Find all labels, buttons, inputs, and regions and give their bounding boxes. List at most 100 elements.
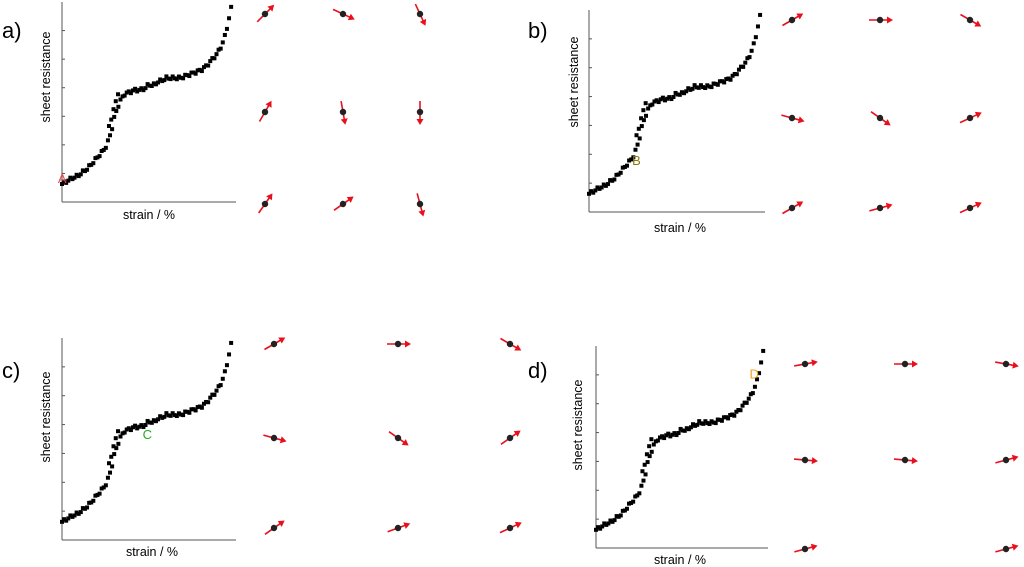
data-point	[133, 423, 138, 428]
data-point	[751, 41, 756, 46]
data-point	[124, 427, 129, 432]
data-point	[214, 388, 219, 393]
data-point	[736, 407, 741, 412]
spin-vector	[893, 456, 918, 465]
data-point	[639, 124, 644, 129]
data-point	[113, 436, 118, 441]
data-point	[66, 516, 71, 521]
spin-site-dot	[270, 434, 278, 442]
data-point	[616, 172, 621, 177]
spin-vector	[258, 193, 273, 214]
spin-vector	[869, 202, 893, 212]
data-point	[711, 81, 716, 86]
data-point	[633, 494, 638, 499]
spin-site-dot	[506, 434, 514, 442]
data-point	[736, 67, 741, 72]
data-point	[753, 35, 758, 40]
data-point	[91, 161, 96, 166]
data-point	[111, 107, 116, 112]
data-point	[85, 167, 90, 172]
data-point	[197, 67, 202, 72]
data-point	[616, 514, 621, 519]
spin-vector	[387, 522, 411, 533]
data-point	[166, 413, 171, 418]
data-point	[641, 118, 646, 123]
data-point	[197, 404, 202, 409]
spin-vector	[388, 431, 409, 446]
data-point	[608, 518, 613, 523]
data-point	[156, 80, 161, 85]
data-point	[653, 439, 658, 444]
data-point	[114, 446, 119, 451]
data-point	[594, 527, 598, 532]
spin-site-dot	[416, 10, 424, 18]
data-point	[728, 77, 733, 82]
data-point	[709, 419, 714, 424]
data-point	[693, 423, 698, 428]
spin-vector	[264, 337, 286, 351]
data-point	[191, 407, 196, 412]
data-point	[699, 421, 704, 426]
data-point	[660, 95, 665, 100]
spin-vector	[869, 16, 893, 24]
panel-label-a: a)	[2, 18, 22, 43]
spin-site-dot	[966, 204, 974, 212]
data-point	[89, 162, 94, 167]
spin-arrow-head	[418, 209, 426, 217]
spin-site-dot	[261, 200, 269, 208]
spin-arrow-head	[347, 13, 355, 21]
data-point	[654, 98, 659, 103]
spin-site-dot	[788, 16, 796, 24]
data-point	[156, 417, 161, 422]
spin-arrow-head	[265, 100, 272, 108]
data-point	[108, 133, 113, 138]
data-point	[625, 163, 630, 168]
data-point	[110, 464, 115, 469]
data-point	[742, 400, 747, 405]
data-point	[70, 514, 75, 519]
data-point	[220, 40, 225, 45]
y-axis-label: sheet resistance	[39, 31, 53, 122]
data-point	[746, 396, 751, 401]
data-point	[122, 430, 127, 435]
spin-arrow-head	[974, 111, 982, 119]
data-point	[174, 414, 179, 419]
data-point	[195, 405, 200, 410]
spin-arrow-head	[267, 4, 275, 12]
data-point	[176, 74, 181, 79]
data-point	[229, 4, 234, 9]
spin-site-dot	[1002, 545, 1010, 553]
data-point	[622, 164, 627, 169]
data-point	[218, 46, 223, 51]
data-point	[141, 425, 146, 430]
data-point	[162, 78, 167, 83]
data-point	[116, 429, 121, 434]
data-point	[187, 410, 192, 415]
spin-vector	[416, 101, 424, 125]
data-point	[602, 521, 607, 526]
data-point	[166, 76, 171, 81]
spin-arrow-head	[797, 116, 805, 124]
data-point	[108, 470, 113, 475]
data-point	[139, 423, 144, 428]
data-point	[210, 56, 215, 61]
spin-vector	[794, 543, 818, 553]
spin-arrow-head	[405, 340, 411, 348]
data-point	[662, 436, 667, 441]
data-point	[120, 94, 125, 99]
spin-vector	[333, 196, 354, 211]
data-point	[183, 409, 188, 414]
data-point	[199, 69, 204, 74]
y-axis-label: sheet resistance	[567, 36, 581, 127]
data-point	[206, 63, 211, 68]
spin-arrow-head	[810, 543, 818, 551]
data-point	[673, 90, 678, 95]
data-point	[97, 154, 102, 159]
spin-vector	[960, 13, 982, 27]
data-point	[212, 392, 217, 397]
data-point	[113, 99, 118, 104]
spin-site-dot	[966, 114, 974, 122]
data-point	[135, 89, 140, 94]
data-point	[216, 384, 221, 389]
data-point	[610, 519, 615, 524]
